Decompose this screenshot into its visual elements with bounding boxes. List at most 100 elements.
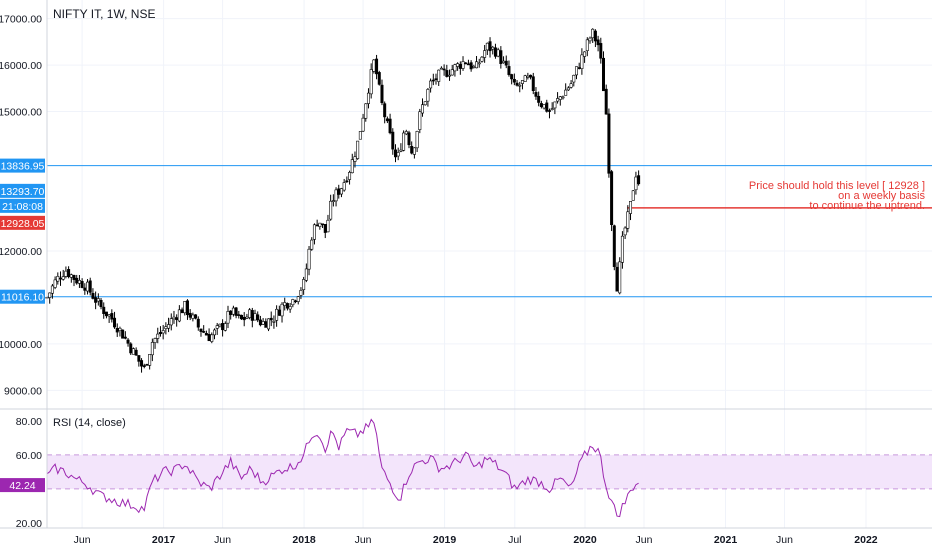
candle-body: [345, 180, 349, 183]
candle-body: [91, 293, 95, 299]
candle-body: [226, 311, 230, 324]
candle-body: [264, 321, 268, 328]
candle-body: [113, 317, 117, 328]
level-badge-bg: [0, 158, 45, 173]
candle-body: [631, 190, 635, 201]
candle-body: [185, 300, 189, 316]
candle-body: [591, 28, 595, 39]
time-tick-label: Jun: [74, 534, 91, 546]
candle-body: [339, 188, 343, 195]
candle-body: [329, 200, 333, 220]
candle-body: [410, 145, 414, 154]
candle-body: [429, 80, 433, 89]
candle-body: [121, 329, 125, 339]
time-tick-label: Jul: [508, 534, 521, 546]
candle-body: [312, 224, 316, 240]
candle-body: [72, 274, 76, 280]
candle-body: [110, 313, 114, 320]
level-badge: 11016.10: [1, 292, 44, 304]
candle-body: [466, 63, 470, 66]
candle-body: [253, 313, 257, 321]
candle-body: [229, 310, 233, 315]
candle-body: [269, 317, 273, 321]
candle-body: [623, 227, 627, 236]
time-tick-label: 2018: [292, 534, 316, 546]
candle-body: [577, 67, 581, 69]
candle-body: [574, 66, 578, 76]
countdown-badge-bg: [0, 198, 45, 213]
candle-body: [258, 319, 262, 326]
candle-body: [169, 318, 173, 326]
candle-body: [418, 111, 422, 130]
candle-body: [499, 50, 503, 64]
candle-body: [56, 276, 60, 282]
candle-body: [134, 349, 138, 356]
candle-body: [372, 59, 376, 72]
candle-body: [131, 348, 135, 355]
candle-body: [634, 176, 638, 191]
price-tick-label: 15000.00: [0, 107, 42, 119]
candle-body: [77, 280, 81, 284]
indicator-title: RSI (14, close): [53, 417, 126, 429]
candle-body: [180, 309, 184, 314]
candle-body: [377, 72, 381, 85]
candle-body: [156, 333, 160, 339]
candle-body: [204, 333, 208, 336]
candle-body: [102, 306, 106, 314]
candle-body: [118, 327, 122, 332]
candle-body: [361, 117, 365, 132]
axes: 9000.00 10000.00 12000.00 15000.00 16000.00 1…: [0, 0, 878, 546]
candle-body: [334, 189, 338, 202]
candle-body: [388, 118, 392, 134]
candle-body: [485, 42, 489, 51]
candle-body: [53, 279, 57, 288]
candle-body: [221, 323, 225, 331]
candle-body: [237, 314, 241, 316]
candle-body: [520, 80, 524, 84]
candle-body: [307, 248, 311, 270]
price-badges: 13836.95 11016.10 13293.70 21:08:08 12928.05…: [0, 158, 45, 493]
candle-body: [404, 131, 408, 135]
annotation-line-1: Price should hold this level [ 12928 ]: [749, 180, 925, 192]
candle-body: [123, 336, 127, 339]
candle-body: [529, 74, 533, 78]
candle-body: [164, 326, 168, 329]
candle-body: [207, 334, 211, 342]
candle-body: [167, 324, 171, 329]
annotation-line-2: on a weekly basis: [838, 190, 925, 202]
candle-body: [275, 308, 279, 321]
candle-body: [596, 39, 600, 46]
candle-body: [126, 339, 130, 344]
candle-body: [245, 316, 249, 319]
candle-body: [556, 98, 560, 102]
candle-body: [104, 311, 108, 317]
candle-body: [129, 343, 133, 354]
candle-body: [461, 61, 465, 69]
candle-body: [137, 355, 141, 362]
candle-body: [415, 131, 419, 149]
candle-body: [191, 314, 195, 319]
candle-body: [566, 87, 570, 91]
candle-body: [326, 219, 330, 233]
candles[interactable]: [45, 28, 641, 373]
candle-body: [375, 58, 379, 75]
candle-body: [242, 317, 246, 321]
candle-body: [277, 309, 281, 316]
support-badge: 12928.05: [1, 218, 45, 230]
candle-body: [288, 306, 292, 310]
annotation[interactable]: Price should hold this level [ 12928 ] o…: [749, 180, 926, 212]
candle-body: [331, 200, 335, 202]
candle-body: [310, 239, 314, 250]
time-tick-label: 2021: [714, 534, 738, 546]
candle-body: [402, 132, 406, 151]
candle-body: [518, 84, 522, 87]
candle-body: [150, 342, 154, 356]
last-price-badge-bg: [0, 183, 45, 198]
candle-body: [572, 74, 576, 83]
time-tick-label: 2022: [854, 534, 878, 546]
candle-body: [280, 303, 284, 317]
candle-body: [439, 67, 443, 70]
candle-body: [199, 328, 203, 332]
